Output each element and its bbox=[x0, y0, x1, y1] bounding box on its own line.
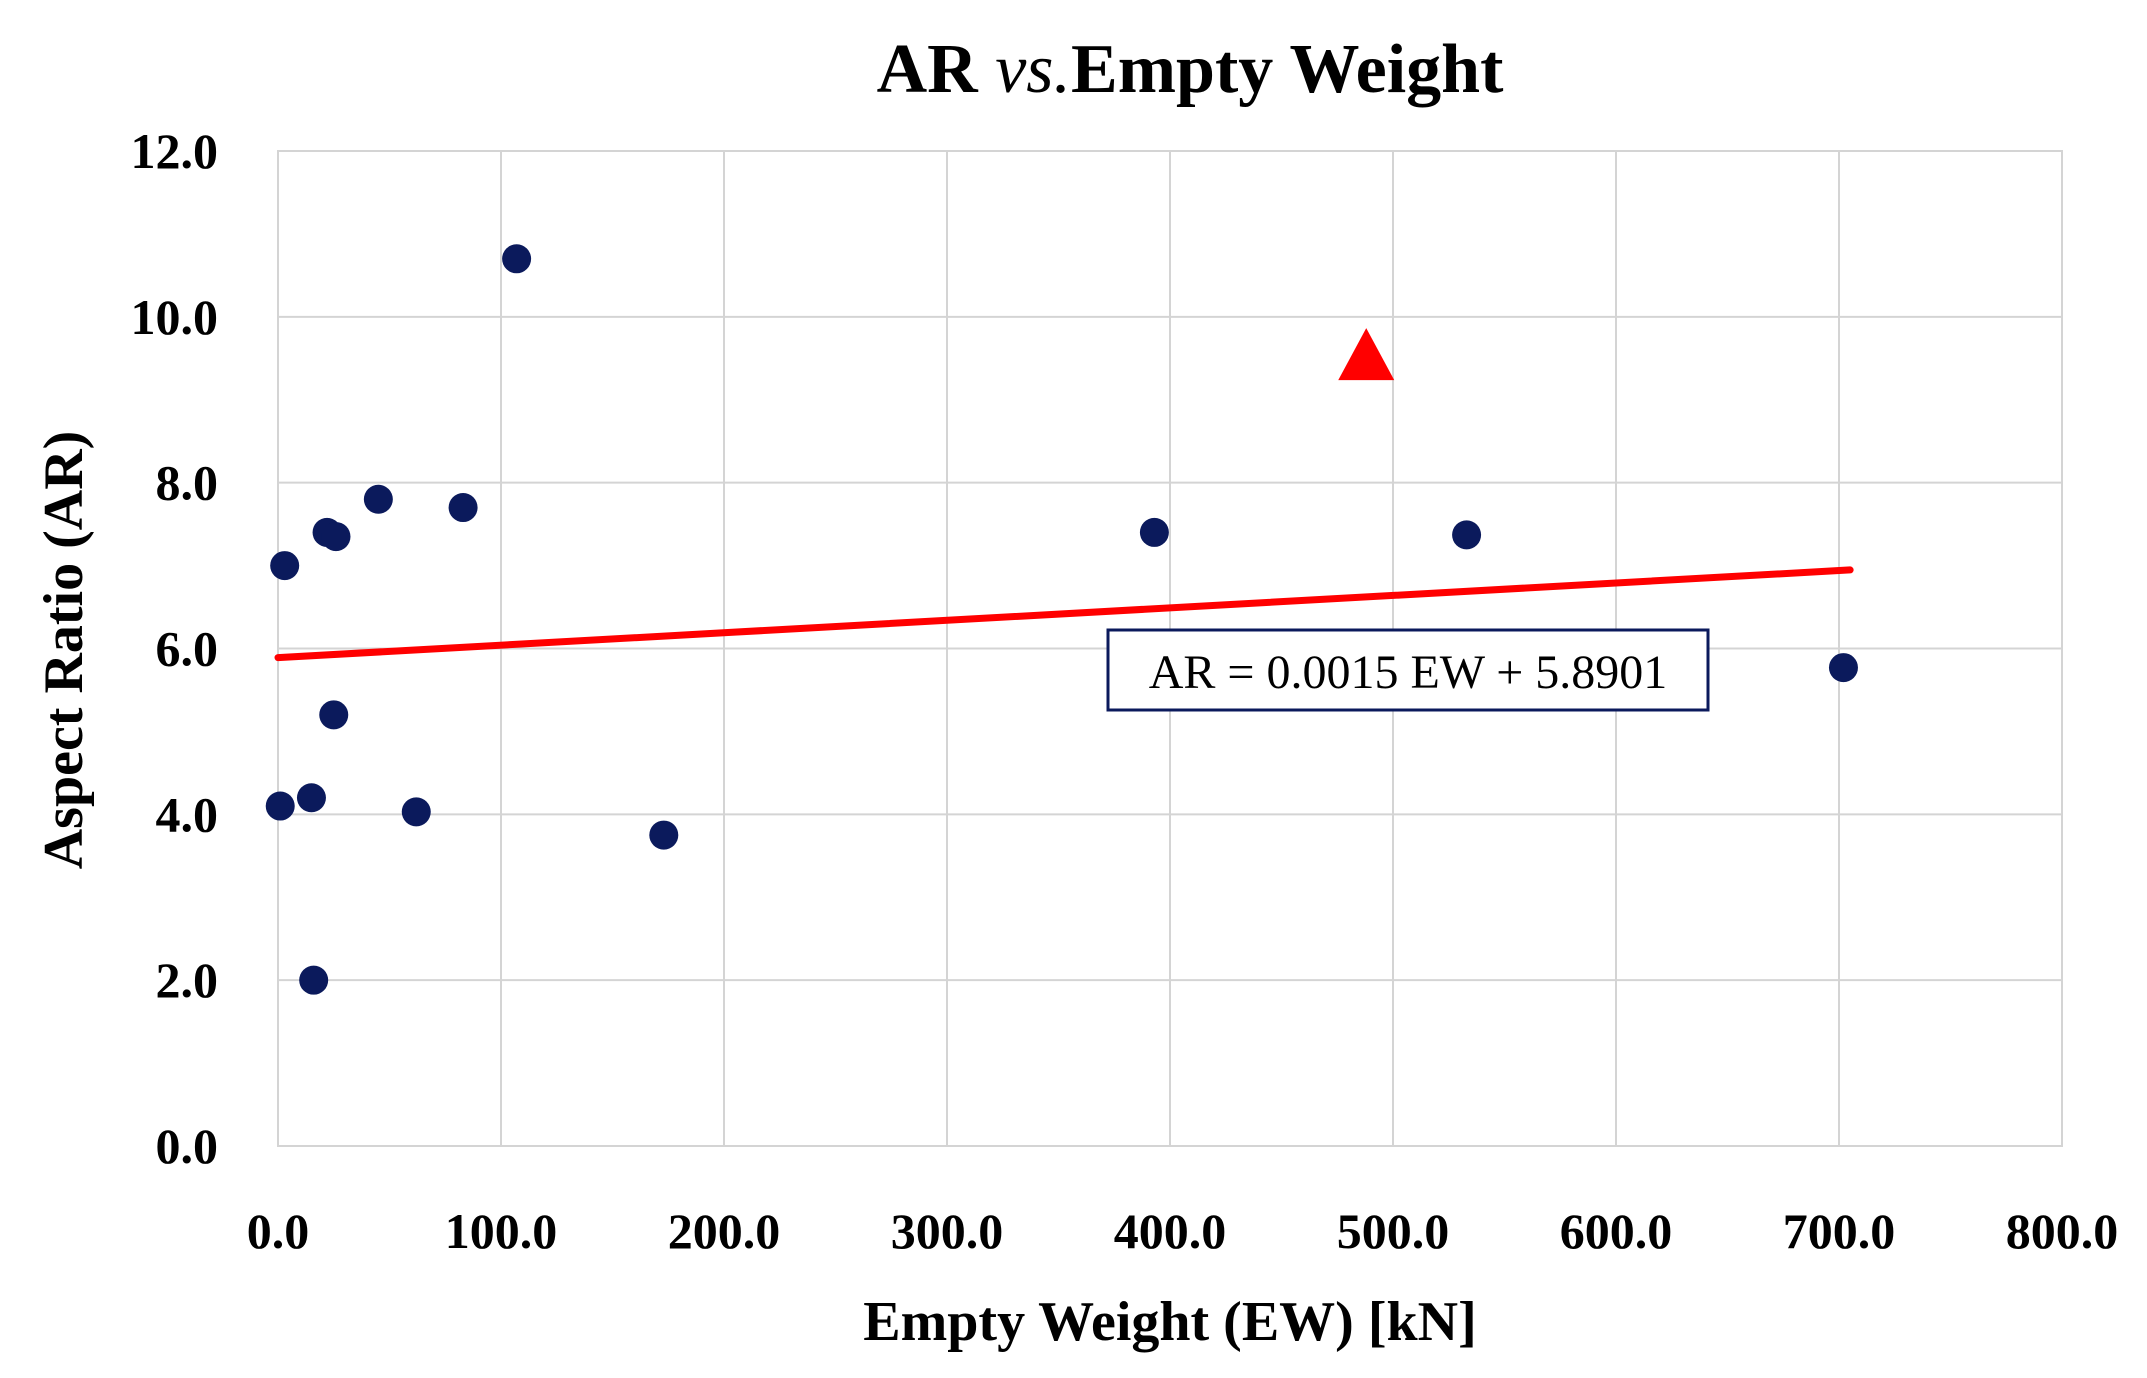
trendline-equation: AR = 0.0015 EW + 5.8901 bbox=[1149, 646, 1668, 699]
data-point bbox=[321, 522, 351, 552]
x-tick-label: 400.0 bbox=[1114, 1203, 1227, 1259]
y-tick-label: 6.0 bbox=[156, 621, 219, 677]
x-tick-label: 300.0 bbox=[891, 1203, 1004, 1259]
trendline bbox=[274, 566, 1854, 662]
y-tick-label: 2.0 bbox=[156, 952, 219, 1008]
x-axis-title: Empty Weight (EW) [kN] bbox=[863, 1291, 1476, 1353]
data-point bbox=[1139, 517, 1169, 547]
data-point bbox=[299, 965, 329, 995]
data-point bbox=[270, 551, 300, 581]
data-point bbox=[265, 791, 295, 821]
trendline-layer bbox=[274, 566, 1854, 662]
chart-title-part-2: vs. bbox=[995, 31, 1071, 108]
equation-border bbox=[1106, 628, 1710, 712]
y-tick-label: 10.0 bbox=[131, 289, 219, 345]
data-points bbox=[265, 244, 1858, 995]
data-point bbox=[319, 700, 349, 730]
y-tick-label: 12.0 bbox=[131, 123, 219, 179]
trendline-equation-box: AR = 0.0015 EW + 5.8901 bbox=[1106, 628, 1710, 712]
design-point-marker bbox=[1338, 328, 1395, 381]
x-tick-label: 500.0 bbox=[1337, 1203, 1450, 1259]
data-point bbox=[363, 484, 393, 514]
data-point bbox=[1828, 653, 1858, 683]
plot-area-border bbox=[277, 150, 2063, 1147]
data-point bbox=[1452, 520, 1482, 550]
x-tick-label: 600.0 bbox=[1560, 1203, 1673, 1259]
chart-title: AR vs.Empty Weight bbox=[877, 31, 1504, 108]
y-tick-label: 4.0 bbox=[156, 786, 219, 842]
x-tick-label: 100.0 bbox=[445, 1203, 558, 1259]
data-point bbox=[649, 820, 679, 850]
y-tick-label: 8.0 bbox=[156, 455, 219, 511]
x-tick-label: 700.0 bbox=[1783, 1203, 1896, 1259]
data-point bbox=[401, 797, 431, 827]
chart-title-part-1: AR bbox=[877, 31, 996, 108]
x-tick-label: 800.0 bbox=[2006, 1203, 2119, 1259]
data-point bbox=[502, 244, 532, 274]
tick-labels: 0.0 100.0 200.0 300.0 400.0 500.0 600.0 700.0 80… bbox=[131, 123, 2119, 1259]
chart-title-part-3: Empty Weight bbox=[1071, 31, 1503, 108]
x-tick-label: 200.0 bbox=[668, 1203, 781, 1259]
y-tick-label: 0.0 bbox=[156, 1118, 219, 1174]
y-axis-title: Aspect Ratio (AR) bbox=[33, 431, 95, 870]
data-point bbox=[296, 783, 326, 813]
data-point bbox=[448, 493, 478, 523]
x-tick-label: 0.0 bbox=[247, 1203, 310, 1259]
